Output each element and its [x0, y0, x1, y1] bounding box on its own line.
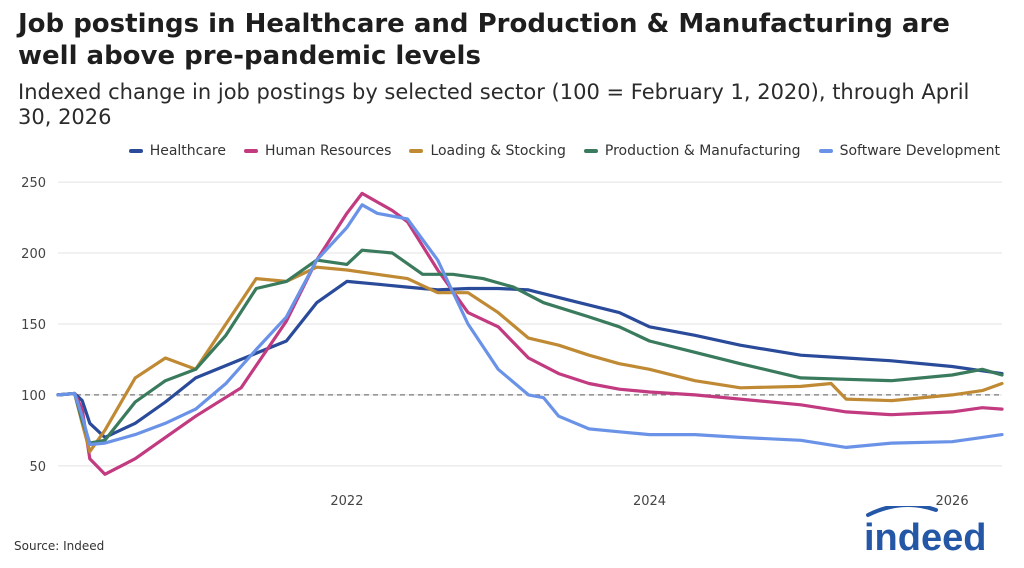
chart-legend: Healthcare Human Resources Loading & Stock…	[128, 143, 1000, 159]
indeed-logo: indeed	[864, 506, 986, 558]
legend-swatch	[128, 149, 143, 153]
chart-title: Job postings in Healthcare and Productio…	[18, 9, 950, 71]
series-line-production-manufacturing	[56, 248, 1004, 445]
x-tick-label: 2026	[936, 494, 969, 509]
legend-item: Healthcare	[128, 143, 226, 159]
svg-text:indeed: indeed	[864, 517, 986, 558]
y-tick-label: 250	[21, 176, 46, 191]
y-tick-label: 50	[29, 460, 46, 475]
legend-swatch	[818, 149, 833, 153]
y-tick-label: 100	[21, 389, 46, 404]
legend-label: Loading & Stocking	[430, 143, 566, 159]
y-tick-label: 150	[21, 318, 46, 333]
legend-label: Software Development	[839, 143, 1000, 159]
source-note: Source: Indeed	[14, 539, 105, 553]
legend-swatch	[409, 149, 424, 153]
x-tick-label: 2022	[330, 494, 363, 509]
legend-label: Human Resources	[265, 143, 392, 159]
legend-item: Software Development	[818, 143, 1000, 159]
legend-swatch	[583, 149, 598, 153]
legend-swatch	[244, 149, 258, 153]
legend-item: Human Resources	[244, 143, 391, 159]
chart-subtitle: Indexed change in job postings by select…	[18, 80, 970, 129]
legend-label: Production & Manufacturing	[604, 143, 801, 159]
x-tick-label: 2024	[633, 494, 666, 509]
series-line-human-resources	[56, 191, 1004, 476]
legend-item: Production & Manufacturing	[583, 143, 801, 159]
series-line-healthcare	[56, 279, 1004, 439]
legend-item: Loading & Stocking	[409, 143, 566, 159]
series-line-software-development	[56, 203, 1004, 449]
legend-label: Healthcare	[149, 143, 226, 159]
y-tick-label: 200	[21, 247, 46, 262]
